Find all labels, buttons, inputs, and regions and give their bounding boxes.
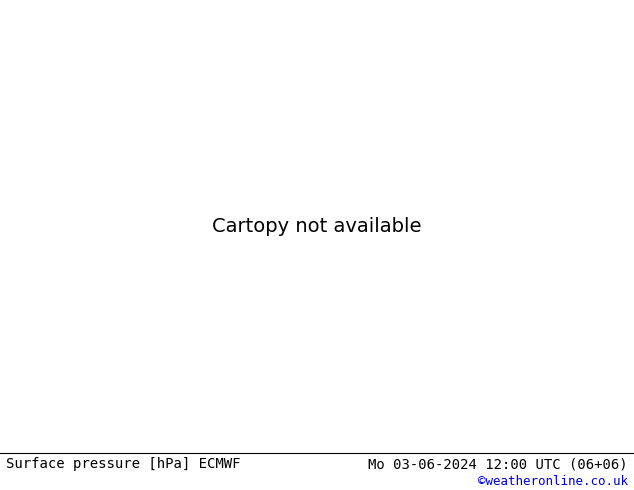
Text: Cartopy not available: Cartopy not available <box>212 217 422 236</box>
Text: ©weatheronline.co.uk: ©weatheronline.co.uk <box>478 475 628 488</box>
Text: Mo 03-06-2024 12:00 UTC (06+06): Mo 03-06-2024 12:00 UTC (06+06) <box>368 457 628 471</box>
Text: Surface pressure [hPa] ECMWF: Surface pressure [hPa] ECMWF <box>6 457 240 471</box>
